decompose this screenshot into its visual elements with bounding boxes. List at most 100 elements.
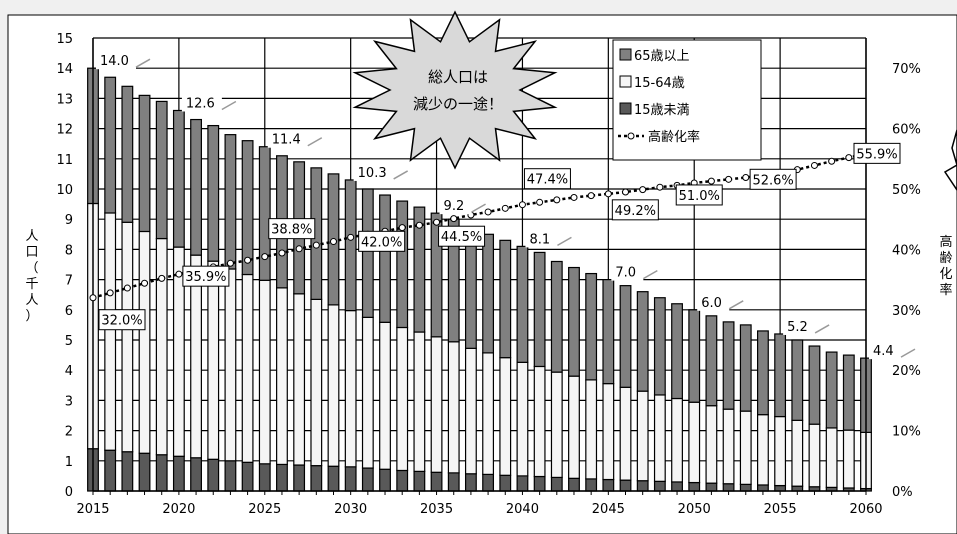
tick-labels: 01234567891011121314150%10%20%30%40%50%6…	[25, 32, 952, 517]
bar-under15	[602, 478, 615, 492]
rate-label-box	[268, 218, 316, 240]
aging-rate-point	[501, 204, 509, 212]
x-tick-label: 2050	[678, 502, 711, 517]
y-tick-label: 12	[56, 123, 73, 138]
total-label: 6.0	[701, 296, 722, 311]
aging-rate-point	[725, 175, 733, 183]
rate-label: 35.9%	[185, 270, 226, 285]
bar-over65	[653, 297, 666, 396]
bar-over65	[499, 239, 512, 359]
aging-rate-point	[226, 259, 234, 267]
total-label: 12.6	[186, 96, 215, 111]
bar-under15	[379, 468, 391, 492]
bar-over65	[413, 206, 426, 333]
legend-box	[612, 39, 762, 161]
data-labels: 14.0 12.6 11.4 10.3 9.2 8.1 7.0 6.0 5.2 4.4 32.0% 3…	[96, 51, 916, 360]
rate-label-box	[438, 225, 486, 247]
bar-over65	[791, 339, 804, 421]
aging-rate-point	[89, 294, 97, 302]
bar-over65	[825, 351, 838, 429]
bar-over65	[344, 179, 357, 312]
bar-15-64	[791, 419, 804, 487]
rate-label-box	[675, 184, 723, 206]
bar-over65	[121, 85, 134, 223]
bar-under15	[464, 473, 477, 492]
bar-under15	[653, 480, 666, 492]
legend-line-marker	[627, 132, 635, 140]
total-label: 11.4	[272, 133, 301, 148]
x-tick-label: 2015	[76, 502, 109, 517]
y-axis-title-char: 口	[25, 245, 38, 260]
bar-over65	[757, 330, 769, 416]
total-label: 8.1	[529, 232, 550, 247]
total-label-bg	[353, 162, 394, 181]
y2-tick-label: 0%	[892, 485, 913, 500]
bar-over65	[774, 333, 787, 418]
y-axis-title-char: ）	[25, 309, 38, 324]
total-label-leader	[728, 300, 744, 310]
rate-label: 55.9%	[856, 147, 897, 162]
bar-under15	[757, 484, 769, 492]
x-tick-label: 2040	[506, 502, 539, 517]
aging-rate-point	[141, 279, 149, 287]
bar-15-64	[447, 341, 460, 474]
bar-15-64	[361, 316, 374, 469]
rate-label: 42.0%	[361, 235, 402, 250]
bar-15-64	[739, 410, 752, 485]
aging-rate-point	[450, 215, 458, 223]
x-tick-label: 2035	[420, 502, 453, 517]
bar-over65	[722, 321, 735, 410]
y2-tick-label: 50%	[892, 183, 921, 198]
bar-under15	[361, 467, 374, 492]
bar-over65	[430, 212, 443, 338]
aging-rate-point	[312, 241, 320, 249]
bar-over65	[636, 291, 649, 392]
aging-rate-point	[639, 186, 647, 194]
aging-rate-point	[570, 193, 578, 201]
bar-under15	[327, 465, 340, 492]
rate-label-box	[98, 309, 146, 331]
axes	[92, 38, 867, 495]
total-label-leader	[642, 269, 658, 280]
bar-over65	[550, 260, 563, 373]
rate-label-box	[182, 265, 230, 287]
bar-over65	[258, 146, 271, 281]
y-tick-label: 2	[65, 425, 73, 440]
y2-axis-title-char: 化	[939, 267, 952, 282]
y-axis-title-char: 人	[25, 293, 38, 308]
aging-rate-point	[845, 154, 853, 162]
rate-label-box	[523, 168, 571, 190]
bar-under15	[413, 470, 426, 492]
bar-15-64	[722, 408, 735, 485]
aging-rate-point	[656, 183, 664, 191]
bar-under15	[671, 481, 683, 492]
bar-15-64	[224, 268, 237, 462]
bar-15-64	[619, 386, 632, 481]
bar-15-64	[585, 379, 598, 480]
bar-under15	[722, 483, 735, 492]
y-tick-label: 15	[56, 32, 73, 47]
bar-over65	[516, 245, 529, 363]
aging-rate-point	[484, 208, 492, 216]
aging-rate-point	[587, 192, 595, 200]
rate-label: 44.5%	[441, 230, 482, 245]
total-label-bg	[267, 129, 308, 148]
rate-label-box	[853, 142, 901, 164]
aging-rate-point	[604, 190, 612, 198]
bar-over65	[842, 354, 855, 431]
total-label-leader	[307, 137, 323, 147]
bar-over65	[688, 309, 701, 403]
bar-over65	[207, 124, 220, 262]
bar-over65	[241, 140, 254, 276]
legend-label: 15歳未満	[634, 103, 690, 118]
aging-rate-point	[518, 201, 526, 209]
bar-over65	[379, 194, 391, 323]
aging-rate-point	[106, 289, 114, 297]
aging-rate-point	[329, 238, 337, 246]
y-tick-label: 7	[65, 274, 73, 289]
aging-rate-point	[622, 188, 630, 196]
bar-under15	[258, 463, 271, 492]
legend-swatch	[619, 48, 632, 61]
bar-under15	[344, 466, 357, 492]
